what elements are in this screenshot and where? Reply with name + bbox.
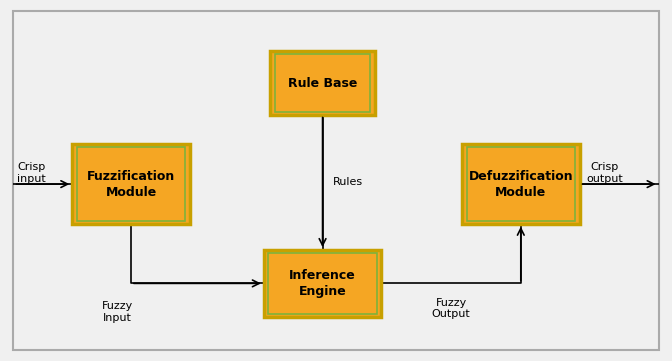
Text: Rule Base: Rule Base [288, 77, 358, 90]
FancyBboxPatch shape [263, 250, 381, 317]
Text: Fuzzy
Output: Fuzzy Output [431, 298, 470, 319]
Text: Inference
Engine: Inference Engine [289, 269, 356, 298]
Text: Defuzzification
Module: Defuzzification Module [468, 170, 573, 199]
FancyBboxPatch shape [13, 11, 659, 350]
Text: Fuzzification
Module: Fuzzification Module [87, 170, 175, 199]
FancyBboxPatch shape [270, 52, 375, 115]
Text: Crisp
output: Crisp output [586, 162, 623, 184]
Text: Fuzzy
Input: Fuzzy Input [102, 301, 133, 323]
FancyBboxPatch shape [73, 144, 190, 224]
Text: Rules: Rules [333, 177, 363, 187]
FancyBboxPatch shape [462, 144, 579, 224]
Text: Crisp
input: Crisp input [17, 162, 46, 184]
